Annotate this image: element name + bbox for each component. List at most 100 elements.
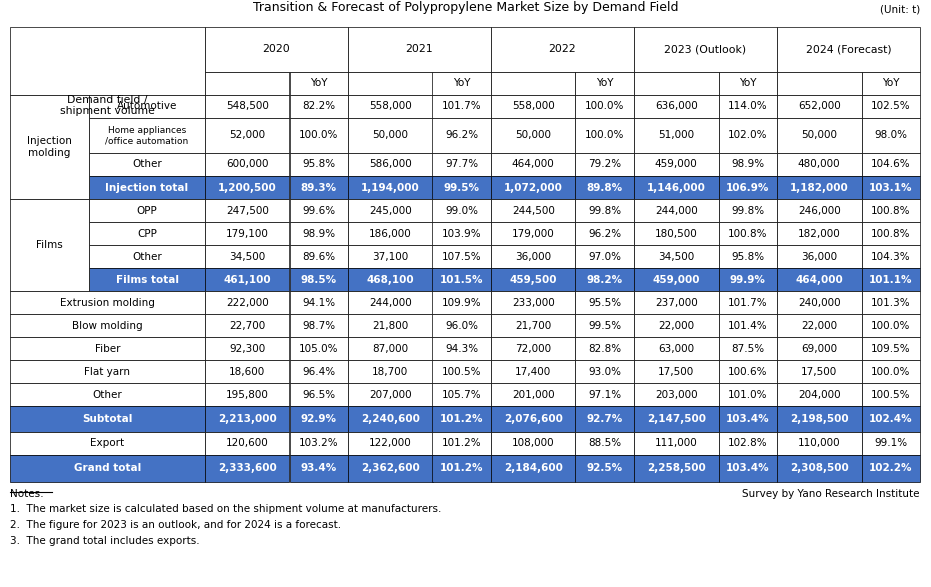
Text: YoY: YoY xyxy=(596,78,614,88)
Bar xyxy=(433,432,491,455)
Bar xyxy=(634,432,719,455)
Bar xyxy=(634,176,719,199)
Text: Grand total: Grand total xyxy=(74,463,142,473)
Bar xyxy=(10,432,205,455)
Text: 195,800: 195,800 xyxy=(226,390,269,400)
Text: 179,000: 179,000 xyxy=(512,228,555,238)
Text: 102.4%: 102.4% xyxy=(869,414,912,424)
Bar xyxy=(777,314,861,337)
Bar xyxy=(491,455,575,482)
Bar xyxy=(634,291,719,314)
Text: 102.8%: 102.8% xyxy=(728,438,767,448)
Text: 100.8%: 100.8% xyxy=(871,205,911,215)
Bar xyxy=(575,72,634,95)
Bar xyxy=(719,432,777,455)
Text: 103.9%: 103.9% xyxy=(442,228,481,238)
Text: 99.0%: 99.0% xyxy=(445,205,479,215)
Text: 104.6%: 104.6% xyxy=(870,160,911,170)
Text: 240,000: 240,000 xyxy=(798,298,841,308)
Bar xyxy=(10,95,89,199)
Text: 89.3%: 89.3% xyxy=(301,183,337,193)
Bar xyxy=(634,268,719,291)
Bar xyxy=(719,176,777,199)
Bar xyxy=(861,268,920,291)
Bar xyxy=(89,153,205,176)
Bar xyxy=(861,432,920,455)
Bar xyxy=(719,95,777,118)
Bar xyxy=(634,222,719,245)
Text: 100.8%: 100.8% xyxy=(871,228,911,238)
Text: Automotive: Automotive xyxy=(117,102,177,112)
Bar xyxy=(491,222,575,245)
Text: 95.8%: 95.8% xyxy=(303,160,335,170)
Bar xyxy=(575,95,634,118)
Bar xyxy=(777,95,861,118)
Bar xyxy=(634,95,719,118)
Text: 2,258,500: 2,258,500 xyxy=(647,463,706,473)
Bar xyxy=(575,176,634,199)
Bar xyxy=(777,268,861,291)
Bar xyxy=(89,199,205,222)
Text: YoY: YoY xyxy=(882,78,899,88)
Bar xyxy=(575,291,634,314)
Text: Notes:: Notes: xyxy=(10,489,44,499)
Bar xyxy=(861,199,920,222)
Text: 99.1%: 99.1% xyxy=(874,438,908,448)
Bar xyxy=(861,314,920,337)
Bar xyxy=(491,360,575,383)
Text: 459,000: 459,000 xyxy=(654,160,697,170)
Bar xyxy=(205,432,290,455)
Bar xyxy=(205,245,290,268)
Text: 203,000: 203,000 xyxy=(654,390,697,400)
Text: 22,000: 22,000 xyxy=(802,321,837,330)
Text: Fiber: Fiber xyxy=(95,343,120,353)
Text: 96.2%: 96.2% xyxy=(588,228,621,238)
Bar xyxy=(861,95,920,118)
Bar xyxy=(290,432,348,455)
Text: 636,000: 636,000 xyxy=(654,102,697,112)
Bar xyxy=(89,245,205,268)
Text: 105.0%: 105.0% xyxy=(299,343,339,353)
Text: 2,184,600: 2,184,600 xyxy=(504,463,562,473)
Bar xyxy=(491,314,575,337)
Text: 95.5%: 95.5% xyxy=(588,298,621,308)
Text: YoY: YoY xyxy=(453,78,470,88)
Text: 100.5%: 100.5% xyxy=(442,367,481,377)
Bar xyxy=(575,118,634,153)
Text: 244,000: 244,000 xyxy=(654,205,697,215)
Text: 246,000: 246,000 xyxy=(798,205,841,215)
Text: 18,600: 18,600 xyxy=(229,367,265,377)
Bar xyxy=(719,360,777,383)
Text: 2,308,500: 2,308,500 xyxy=(789,463,849,473)
Bar xyxy=(861,406,920,432)
Text: 100.6%: 100.6% xyxy=(728,367,767,377)
Text: 102.5%: 102.5% xyxy=(870,102,911,112)
Text: 82.2%: 82.2% xyxy=(303,102,335,112)
Bar xyxy=(719,455,777,482)
Text: 1,182,000: 1,182,000 xyxy=(789,183,849,193)
Text: 50,000: 50,000 xyxy=(372,130,409,140)
Bar xyxy=(205,222,290,245)
Text: 96.5%: 96.5% xyxy=(303,390,335,400)
Text: 100.0%: 100.0% xyxy=(585,102,625,112)
Text: 652,000: 652,000 xyxy=(798,102,841,112)
Bar xyxy=(10,314,205,337)
Text: 22,700: 22,700 xyxy=(229,321,265,330)
Bar xyxy=(290,222,348,245)
Bar xyxy=(433,245,491,268)
Text: 94.1%: 94.1% xyxy=(303,298,335,308)
Text: 89.8%: 89.8% xyxy=(587,183,623,193)
Bar xyxy=(348,291,433,314)
Bar xyxy=(205,383,290,406)
Text: 101.0%: 101.0% xyxy=(728,390,767,400)
Bar xyxy=(719,72,777,95)
Bar xyxy=(719,222,777,245)
Text: 179,100: 179,100 xyxy=(226,228,269,238)
Bar xyxy=(290,118,348,153)
Text: 2,198,500: 2,198,500 xyxy=(789,414,848,424)
Bar xyxy=(290,360,348,383)
Text: Home appliances
/office automation: Home appliances /office automation xyxy=(105,126,189,145)
Bar xyxy=(290,455,348,482)
Text: 2020: 2020 xyxy=(263,45,290,55)
Bar xyxy=(290,337,348,360)
